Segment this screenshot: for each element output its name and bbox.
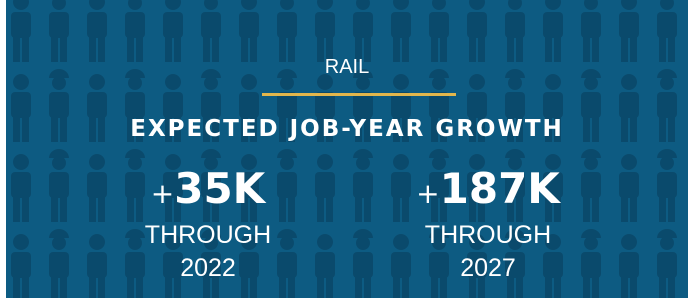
banner: RAIL EXPECTED JOB-YEAR GROWTH +35K THROU… (6, 0, 688, 298)
stat: +187K THROUGH 2027 (368, 164, 608, 285)
page: RAIL EXPECTED JOB-YEAR GROWTH +35K THROU… (0, 0, 694, 302)
stat-year: 2027 (368, 252, 608, 285)
title: EXPECTED JOB-YEAR GROWTH (6, 116, 688, 142)
sector-label: RAIL (6, 56, 688, 79)
stat-value: +187K (368, 164, 608, 219)
stat-label: THROUGH (368, 219, 608, 252)
stat: +35K THROUGH 2022 (88, 164, 328, 285)
stat-value: +35K (88, 164, 328, 219)
divider (262, 93, 456, 96)
stat-label: THROUGH (88, 219, 328, 252)
stat-year: 2022 (88, 252, 328, 285)
